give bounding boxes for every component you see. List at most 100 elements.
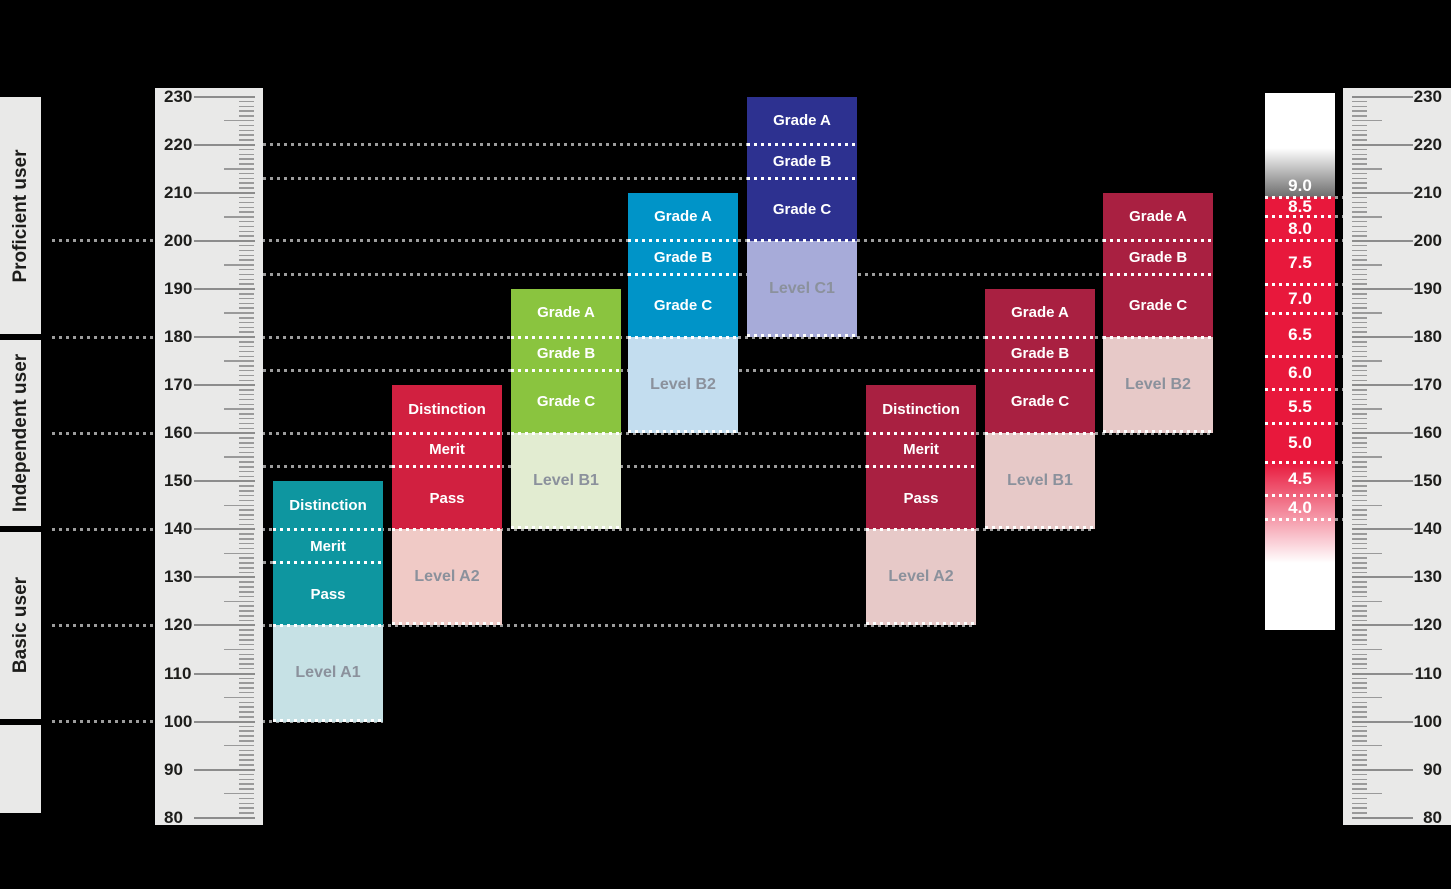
ruler-minor-tick xyxy=(239,591,254,593)
ruler-minor-tick xyxy=(1352,148,1367,151)
ruler-minor-tick xyxy=(239,595,254,598)
ruler-major-tick-120 xyxy=(1352,624,1413,627)
ruler-minor-tick xyxy=(239,812,254,814)
ruler-major-tick-190 xyxy=(1352,287,1413,290)
grade-label-grade-b: Grade B xyxy=(536,345,596,363)
ruler-minor-tick xyxy=(239,711,254,713)
ruler-minor-tick xyxy=(239,278,254,281)
ruler-minor-tick xyxy=(239,124,254,127)
grade-boundary-140 xyxy=(866,527,976,531)
ielts-band-label-6.5: 6.5 xyxy=(1288,324,1312,344)
ruler-minor-tick xyxy=(1352,321,1367,324)
ruler-number-130: 130 xyxy=(164,567,193,587)
ruler-minor-tick xyxy=(1352,509,1367,511)
ruler-minor-tick xyxy=(239,691,254,694)
ruler-minor-tick xyxy=(239,393,254,396)
ruler-mid-tick xyxy=(224,264,254,266)
ruler-minor-tick xyxy=(239,658,254,660)
ruler-minor-tick xyxy=(239,754,254,756)
level-label-level-a1: Level A1 xyxy=(295,664,361,682)
ruler-number-190: 190 xyxy=(164,278,193,298)
ruler-minor-tick xyxy=(239,302,254,305)
column-4: Grade A Grade B Grade C Level B2 xyxy=(628,192,738,434)
ruler-number-220: 220 xyxy=(1413,134,1442,154)
ruler-major-tick-130 xyxy=(1352,576,1413,579)
ruler-minor-tick xyxy=(239,196,254,199)
ruler-minor-tick xyxy=(1352,326,1367,329)
ruler-mid-tick xyxy=(1352,696,1382,699)
ruler-minor-tick xyxy=(239,667,254,670)
ruler-minor-tick xyxy=(1352,514,1367,516)
ruler-minor-tick xyxy=(239,403,254,406)
ruler-major-tick-180 xyxy=(1352,336,1413,339)
column-3-segment-grade-a: Grade A xyxy=(511,288,621,338)
ruler-major-tick-200 xyxy=(1352,239,1413,242)
ruler-minor-tick xyxy=(239,730,254,732)
ruler-minor-tick xyxy=(239,615,254,617)
ruler-minor-tick xyxy=(239,211,254,213)
ruler-minor-tick xyxy=(1352,350,1367,353)
ruler-minor-tick xyxy=(1352,345,1367,348)
ruler-minor-tick xyxy=(1352,437,1367,439)
ruler-minor-tick xyxy=(239,475,254,478)
ruler-minor-tick xyxy=(239,797,254,800)
ruler-mid-tick xyxy=(224,696,254,699)
ruler-minor-tick xyxy=(1352,691,1367,694)
dotted-gridline-120 xyxy=(52,623,975,627)
ruler-minor-tick xyxy=(239,485,254,487)
ruler-minor-tick xyxy=(239,110,254,112)
level-label-level-a2: Level A2 xyxy=(888,568,954,586)
ruler-mid-tick xyxy=(1352,504,1382,507)
ruler-minor-tick xyxy=(239,374,254,377)
grade-label-pass: Pass xyxy=(903,489,939,507)
ruler-major-tick-90 xyxy=(194,768,255,771)
column-1-bottom-edge xyxy=(273,718,383,722)
ielts-band-boundary-4.5 xyxy=(1265,494,1335,498)
ruler-minor-tick xyxy=(239,268,254,271)
ruler-minor-tick xyxy=(1352,273,1367,276)
ruler-minor-tick xyxy=(1352,417,1367,420)
ruler-minor-tick xyxy=(239,244,254,247)
ruler-minor-tick xyxy=(239,259,254,261)
grade-boundary-140 xyxy=(392,527,502,531)
ruler-mid-tick xyxy=(224,600,254,603)
ruler-minor-tick xyxy=(1352,187,1367,189)
ruler-minor-tick xyxy=(239,317,254,319)
ruler-minor-tick xyxy=(1352,812,1367,814)
grade-boundary-193 xyxy=(628,273,738,277)
ruler-minor-tick xyxy=(1352,586,1367,588)
grade-boundary-160 xyxy=(392,431,502,435)
ruler-number-180: 180 xyxy=(164,327,193,347)
ruler-minor-tick xyxy=(1352,802,1367,805)
ruler-number-210: 210 xyxy=(1413,182,1442,202)
ruler-mid-tick xyxy=(224,552,254,555)
ruler-minor-tick xyxy=(1352,100,1367,103)
ruler-mid-tick xyxy=(224,312,254,314)
ruler-number-120: 120 xyxy=(164,615,193,635)
grade-label-grade-a: Grade A xyxy=(773,112,831,130)
column-1-segment-pass: Pass xyxy=(273,562,383,626)
ielts-band-label-7.0: 7.0 xyxy=(1288,288,1312,308)
column-1-segment-distinction: Distinction xyxy=(273,481,383,530)
ruler-minor-tick xyxy=(1352,297,1367,300)
ruler-minor-tick xyxy=(1352,124,1367,127)
ruler-minor-tick xyxy=(239,759,254,761)
ruler-major-tick-220 xyxy=(1352,143,1413,146)
ruler-minor-tick xyxy=(1352,182,1367,184)
ruler-minor-tick xyxy=(239,749,254,752)
ruler-minor-tick xyxy=(239,783,254,785)
ruler-number-220: 220 xyxy=(164,134,193,154)
grade-boundary-200 xyxy=(747,239,857,243)
grade-boundary-160 xyxy=(866,431,976,435)
column-8-bottom-edge xyxy=(1103,430,1213,434)
ruler-minor-tick xyxy=(239,639,254,641)
ruler-number-100: 100 xyxy=(1413,711,1442,731)
cefr-band-independent-user: Independent user xyxy=(0,340,41,527)
ielts-band-boundary-7.0 xyxy=(1265,311,1335,315)
cefr-band-proficient-user: Proficient user xyxy=(0,97,41,335)
column-3-segment-grade-c: Grade C xyxy=(511,370,621,434)
column-4-segment-level-b2: Level B2 xyxy=(628,337,738,434)
ruler-minor-tick xyxy=(1352,653,1367,656)
ruler-minor-tick xyxy=(239,788,254,790)
level-label-level-b1: Level B1 xyxy=(533,472,599,490)
